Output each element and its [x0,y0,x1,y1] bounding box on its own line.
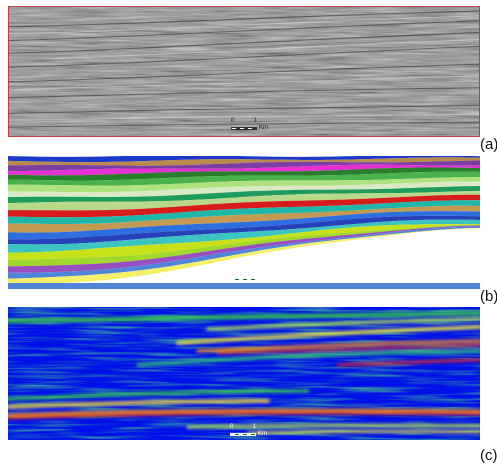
horizon-band [8,205,480,233]
horizon-band [8,177,480,193]
horizon-band [8,224,480,267]
horizon-band [8,167,480,181]
horizon-band [8,227,480,285]
horizon-band [8,186,480,204]
seismic-image [9,7,479,136]
horizon-band [8,211,480,240]
horizon-band [8,156,480,163]
horizon-band [8,160,480,172]
panel-label-a: (a) [480,136,497,153]
horizon-band [8,181,480,198]
horizon-band [8,200,480,224]
panel-label-c: (c) [480,447,497,464]
horizon-band [8,215,480,245]
horizon-band [8,283,480,289]
horizon-band [8,164,480,176]
horizon-band [8,219,480,253]
heatmap-image [8,307,480,440]
horizon-band [8,226,480,279]
horizon-image [8,156,480,289]
horizon-band [8,157,480,166]
horizon-band [8,190,480,211]
horizon-band [8,224,480,260]
horizon-band [8,225,480,273]
horizon-band [8,194,480,218]
panel-label-b: (b) [480,288,497,305]
horizon-band [8,171,480,186]
